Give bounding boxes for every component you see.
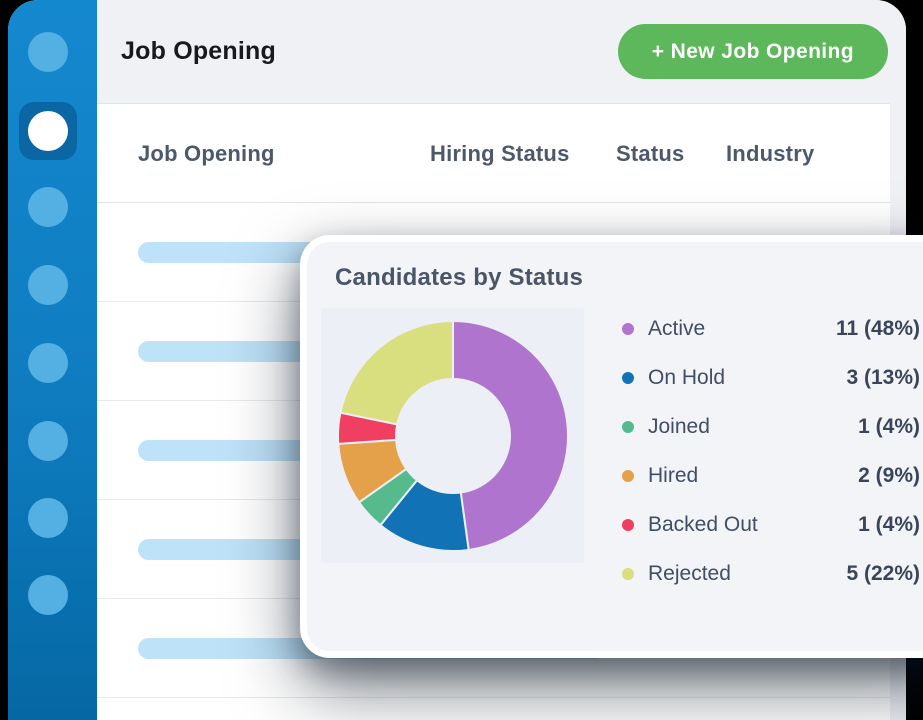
legend-value: 1 (4%): [858, 414, 920, 438]
legend-value: 5 (22%): [846, 561, 920, 585]
legend-dot-icon: [622, 567, 634, 580]
legend-label: Active: [648, 316, 706, 340]
sidebar: [8, 0, 97, 720]
legend-value: 2 (9%): [858, 463, 920, 487]
legend-label: Joined: [648, 414, 710, 438]
top-bar: Job Opening + New Job Opening: [97, 0, 906, 103]
legend-value: 3 (13%): [846, 365, 920, 389]
sidebar-item-4-icon[interactable]: [28, 265, 68, 305]
sidebar-item-2-icon: [28, 111, 68, 151]
donut-slice-rejected: [339, 319, 454, 426]
sidebar-item-3-icon[interactable]: [28, 187, 68, 227]
column-header-job-opening: Job Opening: [138, 140, 275, 166]
chart-card-body: Active 11 (48%) On Hold 3 (13%) Joined 1…: [321, 308, 923, 598]
legend-label: On Hold: [648, 365, 726, 389]
table-row: [97, 698, 890, 720]
legend-value: 11 (48%): [835, 316, 920, 340]
column-header-industry: Industry: [726, 140, 815, 166]
legend-item-on-hold: On Hold 3 (13%): [622, 353, 920, 402]
legend-label: Hired: [648, 463, 699, 487]
table-header-row: Job Opening Hiring Status Status Industr…: [97, 104, 890, 203]
sidebar-item-1-icon[interactable]: [28, 32, 68, 72]
legend-value: 1 (4%): [858, 512, 920, 536]
chart-title: Candidates by Status: [335, 264, 584, 291]
legend-dot-icon: [622, 322, 634, 335]
legend-item-rejected: Rejected 5 (22%): [622, 549, 920, 598]
donut-slice-active: [452, 319, 569, 552]
sidebar-item-5-icon[interactable]: [28, 343, 68, 383]
legend-label: Backed Out: [648, 512, 758, 536]
column-header-hiring-status: Hiring Status: [430, 140, 570, 166]
donut-chart: [321, 308, 584, 563]
column-header-status: Status: [616, 140, 685, 166]
legend-dot-icon: [622, 420, 634, 433]
legend-dot-icon: [622, 518, 634, 531]
legend-item-active: Active 11 (48%): [622, 304, 920, 353]
new-job-opening-button[interactable]: + New Job Opening: [617, 24, 888, 79]
page-title: Job Opening: [121, 37, 276, 65]
legend-dot-icon: [622, 469, 634, 482]
sidebar-item-7-icon[interactable]: [28, 498, 68, 538]
candidates-by-status-card: Candidates by Status Active 11 (48%) On …: [300, 235, 923, 658]
legend-item-joined: Joined 1 (4%): [622, 402, 920, 451]
chart-legend: Active 11 (48%) On Hold 3 (13%) Joined 1…: [622, 304, 920, 598]
legend-item-hired: Hired 2 (9%): [622, 451, 920, 500]
legend-item-backed-out: Backed Out 1 (4%): [622, 500, 920, 549]
legend-dot-icon: [622, 371, 634, 384]
donut-chart-svg: [337, 319, 569, 552]
legend-label: Rejected: [648, 561, 731, 585]
sidebar-item-2-active[interactable]: [19, 102, 77, 160]
sidebar-item-6-icon[interactable]: [28, 421, 68, 461]
sidebar-item-8-icon[interactable]: [28, 575, 68, 615]
